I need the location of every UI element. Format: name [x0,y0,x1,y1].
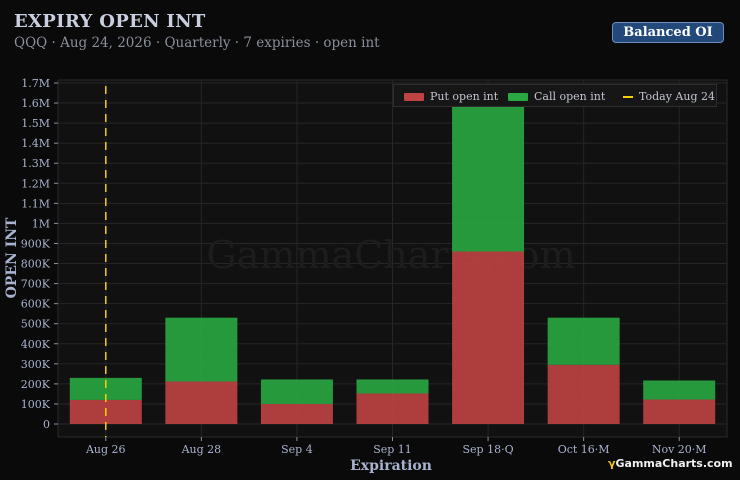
legend-call-label: Call open int [534,90,606,103]
brand-logo: γGammaCharts.com [608,457,733,470]
y-tick-label: 200K [21,378,51,391]
gamma-logo-icon: γ [608,457,616,470]
y-tick-label: 800K [21,258,51,271]
chart-legend: Put open int Call open int Today Aug 24 [393,84,717,107]
call-bar[interactable] [165,317,238,382]
put-bar[interactable] [356,393,429,424]
x-tick-label: Oct 16·M [558,443,610,456]
put-bar[interactable] [547,364,620,424]
put-bar[interactable] [452,251,525,424]
y-tick-label: 1M [32,217,50,230]
call-bar[interactable] [69,377,142,400]
chart-subtitle: QQQ · Aug 24, 2026 · Quarterly · 7 expir… [14,35,380,51]
y-tick-label: 1.7M [21,77,50,90]
x-tick-label: Sep 4 [281,443,313,456]
call-bar[interactable] [260,379,333,404]
y-tick-label: 0 [43,418,50,431]
legend-item-put[interactable]: Put open int [404,90,498,103]
call-bar[interactable] [547,317,620,365]
put-bar[interactable] [643,399,716,424]
chart-title: EXPIRY OPEN INT [14,11,206,32]
put-bar[interactable] [165,381,238,424]
y-tick-label: 1.2M [21,177,50,190]
call-swatch-icon [508,93,528,101]
x-tick-label: Sep 18·Q [463,443,514,456]
y-tick-label: 1.6M [21,97,50,110]
x-tick-label: Aug 28 [181,443,222,456]
x-tick-label: Sep 11 [373,443,412,456]
y-tick-label: 300K [21,358,51,371]
y-tick-label: 1.1M [21,197,50,210]
put-bar[interactable] [260,403,333,424]
y-tick-label: 900K [21,237,51,250]
balanced-oi-button[interactable]: Balanced OI [612,22,724,43]
y-tick-label: 400K [21,338,51,351]
legend-today-label: Today Aug 24 [639,90,715,103]
today-line-icon [623,96,633,98]
legend-item-call[interactable]: Call open int [508,90,605,103]
call-bar[interactable] [643,380,716,400]
y-tick-label: 1.4M [21,137,50,150]
call-bar[interactable] [452,90,525,252]
legend-put-label: Put open int [430,90,499,103]
y-tick-label: 100K [21,398,51,411]
put-swatch-icon [404,93,424,101]
y-tick-label: 500K [21,318,51,331]
y-tick-label: 600K [21,298,51,311]
brand-logo-text: GammaCharts.com [615,457,733,470]
x-axis-label: Expiration [350,458,432,474]
y-tick-label: 1.5M [21,117,50,130]
y-tick-label: 1.3M [21,157,50,170]
y-axis-label: OPEN INT [4,217,20,299]
call-bar[interactable] [356,379,429,394]
legend-item-today[interactable]: Today Aug 24 [623,90,715,103]
y-tick-label: 700K [21,278,51,291]
x-tick-label: Aug 26 [85,443,126,456]
x-tick-label: Nov 20·M [652,443,707,456]
